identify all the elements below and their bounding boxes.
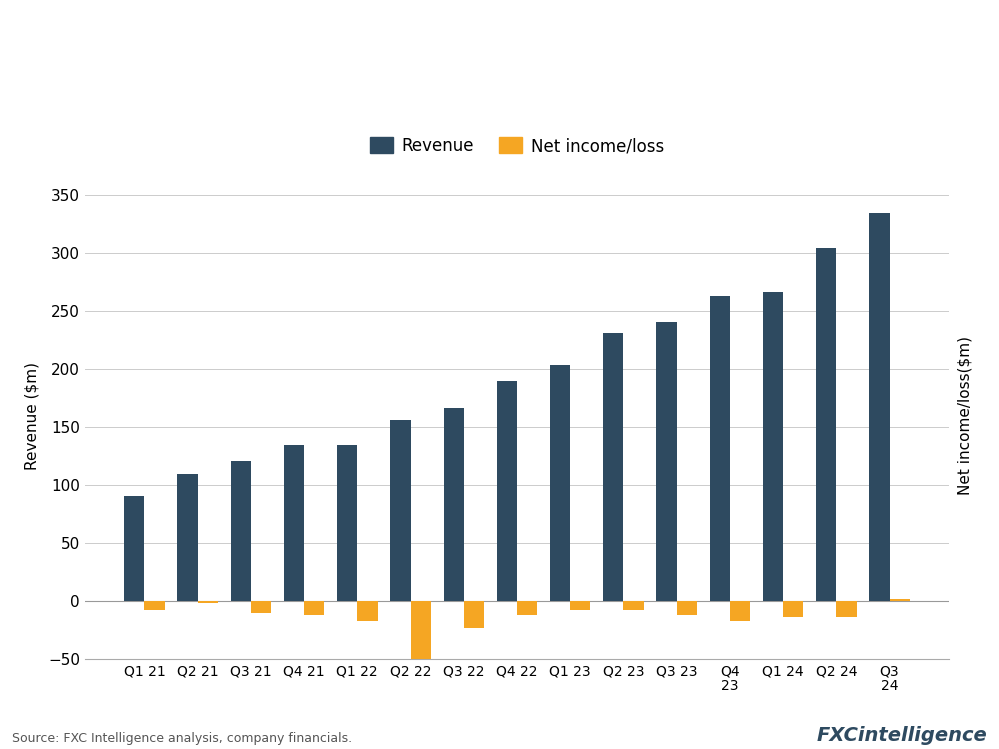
Bar (251, 601, 271, 613)
Text: FXCintelligence: FXCintelligence (816, 727, 987, 745)
Bar (444, 407, 464, 601)
Y-axis label: Net income/loss($m): Net income/loss($m) (957, 336, 972, 495)
Text: Source: FXC Intelligence analysis, company financials.: Source: FXC Intelligence analysis, compa… (12, 733, 352, 745)
Bar (391, 420, 411, 601)
Bar (603, 333, 623, 601)
Bar (836, 601, 856, 617)
Text: Q1 23: Q1 23 (549, 665, 591, 679)
Text: Q4: Q4 (720, 665, 739, 679)
Bar (889, 599, 910, 601)
Bar (145, 601, 165, 610)
Bar (178, 473, 198, 601)
Bar (304, 601, 325, 615)
Text: 23: 23 (721, 679, 738, 693)
Text: Q1 22: Q1 22 (337, 665, 379, 679)
Text: Q2 22: Q2 22 (390, 665, 432, 679)
Bar (656, 322, 676, 601)
Bar (783, 601, 803, 617)
Bar (676, 601, 697, 615)
Text: Remitly sees positive net income for the first time in Q3 24: Remitly sees positive net income for the… (12, 25, 895, 52)
Text: Q2 23: Q2 23 (602, 665, 644, 679)
Text: Q4 22: Q4 22 (497, 665, 537, 679)
Bar (284, 445, 304, 601)
Bar (231, 461, 251, 601)
Bar (763, 291, 783, 601)
Y-axis label: Revenue ($m): Revenue ($m) (25, 362, 40, 470)
Bar (517, 601, 537, 615)
Text: Q2 24: Q2 24 (815, 665, 857, 679)
Text: Q1 21: Q1 21 (124, 665, 165, 679)
Bar (816, 248, 836, 601)
Legend: Revenue, Net income/loss: Revenue, Net income/loss (364, 130, 670, 162)
Text: Quarterly revenue and net income/loss, 2021-2024: Quarterly revenue and net income/loss, 2… (12, 76, 475, 94)
Text: 24: 24 (881, 679, 898, 693)
Bar (730, 601, 750, 621)
Bar (709, 297, 730, 601)
Text: Q3 23: Q3 23 (656, 665, 697, 679)
Text: Q4 21: Q4 21 (284, 665, 325, 679)
Text: Q2 21: Q2 21 (177, 665, 219, 679)
Bar (550, 365, 570, 601)
Bar (358, 601, 378, 621)
Bar (869, 213, 889, 601)
Text: Q3 22: Q3 22 (443, 665, 485, 679)
Bar (623, 601, 643, 610)
Bar (570, 601, 590, 610)
Text: Q3: Q3 (880, 665, 899, 679)
Bar (198, 601, 218, 604)
Bar (337, 445, 358, 601)
Bar (124, 496, 145, 601)
Bar (464, 601, 484, 628)
Bar (497, 381, 517, 601)
Bar (411, 601, 431, 665)
Text: Q3 21: Q3 21 (230, 665, 272, 679)
Text: Q1 24: Q1 24 (762, 665, 804, 679)
